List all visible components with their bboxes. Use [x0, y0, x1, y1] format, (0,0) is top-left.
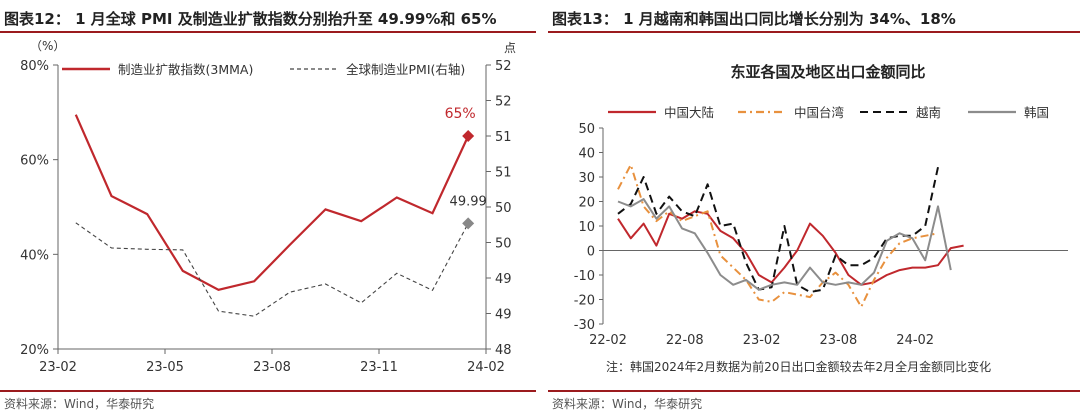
- y-tick-label-right: 52: [495, 95, 512, 110]
- series-line: [617, 166, 939, 294]
- series-line: [617, 210, 964, 286]
- y-tick-label-right: 50: [495, 237, 512, 252]
- x-tick-label: 22-02: [589, 333, 627, 348]
- series-line: [617, 198, 952, 291]
- right-figure-title: 图表13： 1 月越南和韩国出口同比增长分别为 34%、18%: [552, 10, 956, 28]
- chart-title: 东亚各国及地区出口金额同比: [730, 63, 925, 81]
- x-tick-label: 24-02: [896, 333, 934, 348]
- left-title-rule: [0, 31, 536, 33]
- y-tick-label-right: 50: [495, 201, 512, 216]
- end-marker-pmi: [462, 217, 475, 230]
- right-source-rule: [548, 390, 1080, 392]
- y-tick-label: 10: [578, 220, 595, 235]
- series-line: [617, 163, 939, 308]
- y-tick-label-left: 20%: [20, 343, 49, 358]
- x-tick-label: 23-08: [253, 360, 291, 375]
- x-tick-label: 23-05: [146, 360, 184, 375]
- end-marker-diffusion: [462, 130, 475, 142]
- y-axis-label-right: 点: [504, 41, 516, 55]
- legend-label-diffusion: 制造业扩散指数(3MMA): [118, 62, 253, 77]
- right-title-rule: [548, 31, 1080, 33]
- right-panel: 图表13： 1 月越南和韩国出口同比增长分别为 34%、18% 东亚各国及地区出…: [548, 0, 1080, 418]
- legend-label: 越南: [916, 105, 941, 120]
- y-tick-label-right: 51: [495, 166, 512, 181]
- series-line-diffusion: [74, 114, 470, 291]
- y-tick-label: -20: [574, 294, 595, 309]
- y-tick-label: 20: [578, 196, 595, 211]
- y-tick-label-right: 49: [495, 272, 512, 287]
- chart-note: 注：韩国2024年2月数据为前20日出口金额较去年2月全月金额同比变化: [606, 359, 991, 374]
- left-source: 资料来源：Wind，华泰研究: [4, 397, 155, 411]
- y-tick-label-left: 60%: [20, 154, 49, 169]
- y-tick-label-left: 80%: [20, 59, 49, 74]
- annotation-diffusion-65: 65%: [445, 106, 476, 122]
- y-tick-label-right: 48: [495, 343, 512, 358]
- series-line-pmi: [75, 222, 469, 317]
- legend-label-pmi: 全球制造业PMI(右轴): [346, 62, 465, 77]
- y-tick-label: 30: [578, 171, 595, 186]
- left-source-rule: [0, 390, 536, 392]
- y-tick-label-right: 52: [495, 59, 512, 74]
- x-tick-label: 24-02: [467, 360, 505, 375]
- left-panel: 图表12： 1 月全球 PMI 及制造业扩散指数分别抬升至 49.99%和 65…: [0, 0, 536, 418]
- legend-label: 韩国: [1024, 105, 1049, 120]
- x-tick-label: 23-02: [39, 360, 77, 375]
- x-tick-label: 23-02: [743, 333, 781, 348]
- x-tick-label: 23-08: [820, 333, 858, 348]
- annotation-pmi-4999: 49.99: [450, 194, 487, 209]
- y-tick-label-right: 49: [495, 308, 512, 323]
- left-chart: （%） 点 20% 40% 60% 80% 48 49 49 50 50 51 51 52 52 23-02 2…: [20, 39, 516, 375]
- y-tick-label-right: 51: [495, 130, 512, 145]
- y-tick-label: 0: [587, 245, 595, 260]
- right-source: 资料来源：Wind，华泰研究: [552, 397, 703, 411]
- y-tick-label: 40: [578, 147, 595, 162]
- legend-label: 中国大陆: [664, 105, 714, 120]
- y-tick-label: -30: [574, 318, 595, 333]
- legend-label: 中国台湾: [794, 105, 844, 120]
- y-tick-label: -10: [574, 269, 595, 284]
- y-tick-label-left: 40%: [20, 248, 49, 263]
- y-axis-label-left: （%）: [30, 39, 65, 53]
- x-tick-label: 22-08: [666, 333, 704, 348]
- left-figure-title: 图表12： 1 月全球 PMI 及制造业扩散指数分别抬升至 49.99%和 65…: [4, 10, 497, 28]
- right-chart: 东亚各国及地区出口金额同比 -30 -20 -10 0 10 20 30 40 50 22-02 22…: [574, 63, 1068, 374]
- x-tick-label: 23-11: [360, 360, 398, 375]
- y-tick-label: 50: [578, 122, 595, 137]
